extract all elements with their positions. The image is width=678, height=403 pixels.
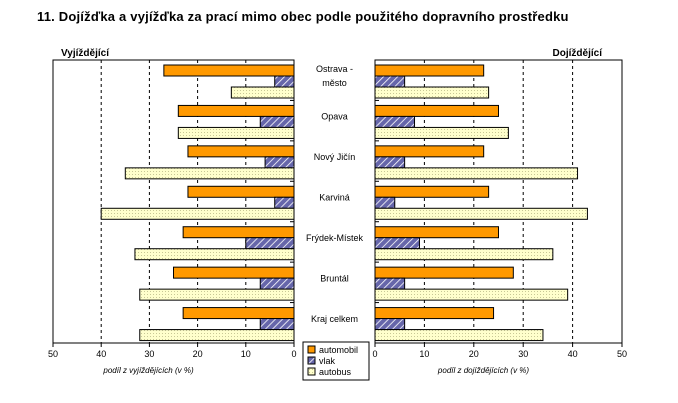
legend-swatch-vlak: [307, 356, 316, 365]
left-axis-label: podíl z vyjíždějících (v %): [102, 366, 194, 375]
left-plot-frame: [52, 59, 295, 344]
left-bar-autobus: [139, 288, 295, 301]
right-bar-autobus: [374, 248, 554, 261]
left-tick-label: 40: [96, 349, 106, 359]
left-bar-vlak: [245, 237, 295, 250]
left-bar-autobus: [230, 86, 295, 99]
right-bar-automobil: [374, 104, 499, 117]
left-bar-vlak: [259, 115, 295, 128]
right-bar-automobil: [374, 145, 485, 158]
category-label: Opava: [321, 112, 348, 122]
left-bar-vlak: [274, 75, 295, 88]
right-bar-autobus: [374, 329, 544, 342]
chart-labels: 50 40 30 20 10 0 0 10 20 30 40 50 Vyjíždějící Dojíždě…: [48, 48, 627, 375]
left-bar-autobus: [139, 329, 295, 342]
right-bar-autobus: [374, 288, 569, 301]
right-axis-label: podíl z dojíždějících (v %): [437, 366, 529, 375]
right-bar-vlak: [374, 115, 416, 128]
left-bar-vlak: [259, 318, 295, 331]
left-bar-automobil: [163, 64, 295, 77]
category-label: Kraj celkem: [311, 314, 358, 324]
left-bar-automobil: [177, 104, 295, 117]
left-bar-autobus: [177, 126, 295, 139]
left-bar-autobus: [124, 167, 295, 180]
left-tick-label: 30: [144, 349, 154, 359]
right-bar-vlak: [374, 277, 406, 290]
chart-title: 11. Dojížďka a vyjížďka za prací mimo ob…: [37, 9, 569, 24]
category-label: Ostrava -: [316, 64, 353, 74]
right-tick-label: 10: [419, 349, 429, 359]
right-bar-autobus: [374, 167, 579, 180]
right-tick-label: 30: [518, 349, 528, 359]
left-panel-heading: Vyjíždějící: [61, 48, 110, 59]
right-tick-label: 20: [469, 349, 479, 359]
left-bar-automobil: [182, 226, 295, 239]
right-bar-automobil: [374, 266, 514, 279]
right-bar-autobus: [374, 207, 588, 220]
legend-label-autobus: autobus: [319, 367, 352, 377]
right-bar-vlak: [374, 318, 406, 331]
right-bar-vlak: [374, 196, 396, 209]
right-bar-automobil: [374, 64, 485, 77]
right-tick-label: 0: [372, 349, 377, 359]
right-tick-label: 40: [568, 349, 578, 359]
right-bar-vlak: [374, 237, 420, 250]
left-tick-label: 0: [291, 349, 296, 359]
right-bar-vlak: [374, 156, 406, 169]
left-bar-automobil: [182, 307, 295, 320]
right-bar-autobus: [374, 126, 509, 139]
left-bar-automobil: [173, 266, 295, 279]
left-bar-vlak: [259, 277, 295, 290]
right-bar-automobil: [374, 226, 499, 239]
plot-frames: [52, 59, 623, 347]
left-bar-vlak: [264, 156, 295, 169]
left-bar-vlak: [274, 196, 295, 209]
left-tick-label: 10: [241, 349, 251, 359]
category-label: Karviná: [319, 193, 350, 203]
right-bar-automobil: [374, 185, 490, 198]
category-label: Frýdek-Místek: [306, 233, 364, 243]
left-bar-automobil: [187, 145, 295, 158]
legend-label-vlak: vlak: [319, 356, 336, 366]
left-tick-label: 20: [193, 349, 203, 359]
right-bar-vlak: [374, 75, 406, 88]
right-bar-autobus: [374, 86, 490, 99]
legend-label-automobil: automobil: [319, 345, 358, 355]
category-label: Bruntál: [320, 273, 349, 283]
legend-swatch-autobus: [307, 367, 316, 376]
right-panel-heading: Dojíždějící: [553, 48, 604, 59]
category-label: město: [322, 78, 347, 88]
category-label: Nový Jičín: [314, 152, 356, 162]
right-tick-label: 50: [617, 349, 627, 359]
left-tick-label: 50: [48, 349, 58, 359]
right-plot-frame: [374, 59, 623, 344]
right-bar-automobil: [374, 307, 495, 320]
left-bar-autobus: [100, 207, 295, 220]
left-bar-autobus: [134, 248, 295, 261]
legend-swatch-automobil: [307, 345, 316, 354]
left-bar-automobil: [187, 185, 295, 198]
